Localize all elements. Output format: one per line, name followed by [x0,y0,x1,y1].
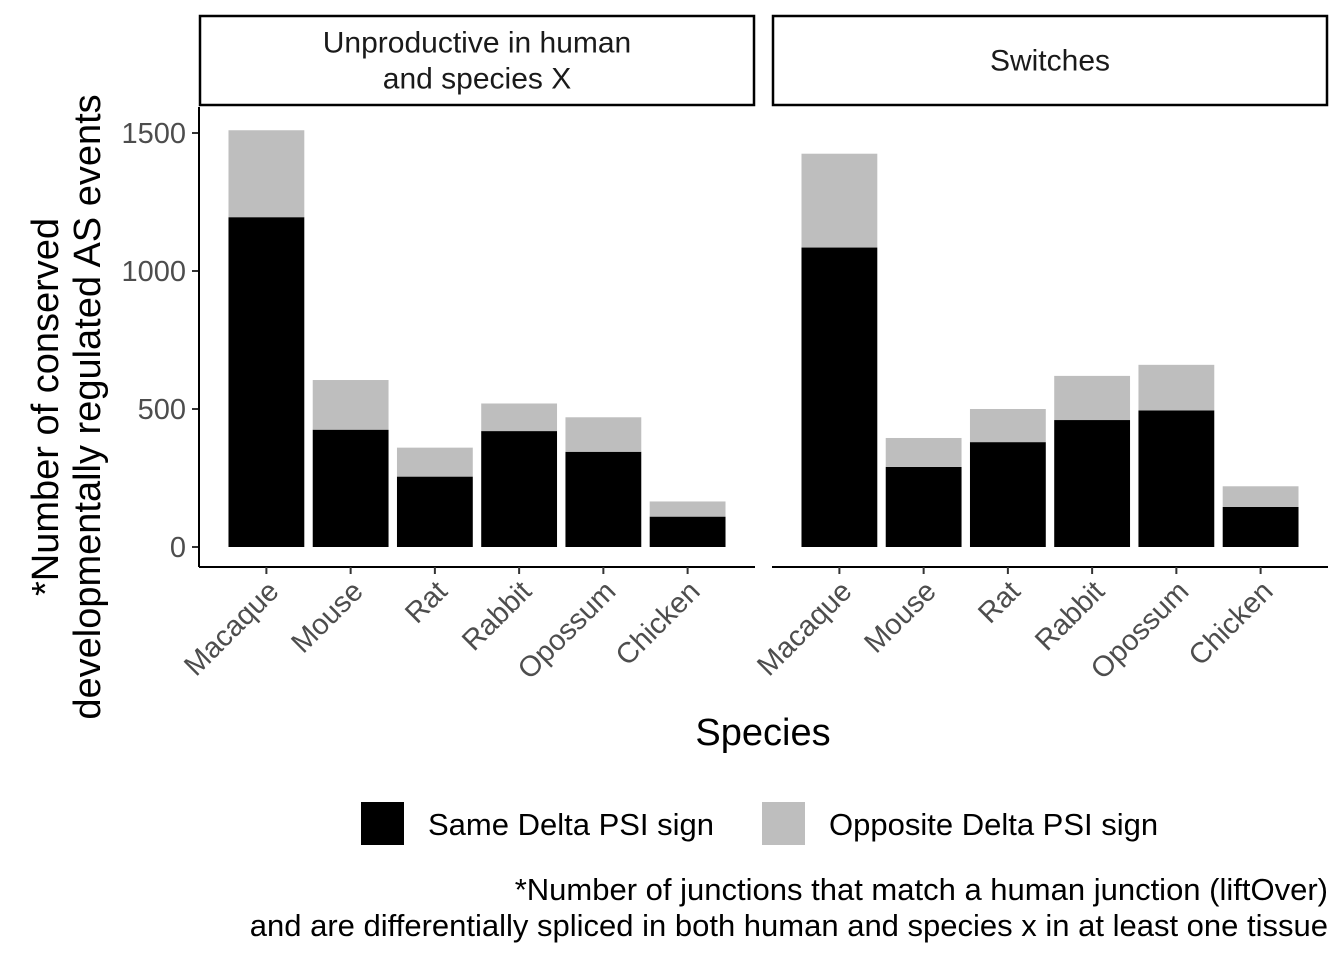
footnote-line-2: and are differentially spliced in both h… [249,908,1328,943]
y-tick-label: 1500 [121,118,186,150]
y-tick-label: 1000 [121,256,186,288]
bar-segment-same-sign [565,451,642,547]
footnote-caption: *Number of junctions that match a human … [250,872,1328,944]
bar-segment-same-sign [969,442,1046,547]
x-tick-label: Chicken [610,575,707,672]
bar-segment-same-sign [1222,506,1299,547]
bar-segment-same-sign [885,466,962,547]
x-tick-label: Rat [399,575,454,630]
bar-segment-same-sign [801,247,878,548]
bar-segment-opposite-sign [801,153,878,248]
bar-segment-same-sign [1138,410,1215,547]
x-tick-label: Rat [972,575,1027,630]
bar-segment-opposite-sign [396,447,473,477]
facet-strip-label: and species X [383,63,571,96]
bar-segment-opposite-sign [1222,486,1299,507]
x-tick-label: Mouse [285,575,369,659]
bar-segment-same-sign [228,217,305,547]
bar-segment-same-sign [396,476,473,547]
bar-segment-same-sign [312,429,389,547]
x-tick-label: Rabbit [456,575,538,657]
bar-segment-opposite-sign [228,130,305,218]
x-tick-label: Chicken [1183,575,1280,672]
y-axis-title: *Number of conserveddevelopmentally regu… [25,94,109,719]
footnote-line-1: *Number of junctions that match a human … [514,872,1328,907]
facet-strip-label: Unproductive in human [323,27,632,60]
x-axis-title: Species [695,712,830,754]
x-tick-label: Macaque [751,575,858,682]
legend-key [762,802,805,845]
facet-strip [771,14,1329,107]
y-axis-title-line: developmentally regulated AS events [67,94,109,719]
bar-segment-opposite-sign [481,403,558,432]
bar-segment-opposite-sign [565,417,642,452]
facet-strip [198,14,756,107]
bar-segment-same-sign [481,431,558,547]
bar-segment-opposite-sign [969,409,1046,443]
x-tick-label: Rabbit [1029,575,1111,657]
bar-segment-opposite-sign [1138,364,1215,411]
y-axis-title-line: *Number of conserved [25,218,67,596]
x-tick-label: Mouse [858,575,942,659]
bar-segment-opposite-sign [1054,375,1131,421]
y-tick-label: 500 [138,394,186,426]
bar-segment-same-sign [649,516,726,547]
bar-segment-same-sign [1054,420,1131,547]
legend-label: Same Delta PSI sign [428,807,714,842]
legend: Same Delta PSI sign Opposite Delta PSI si… [361,802,1158,845]
y-tick-label: 0 [170,532,186,564]
legend-key [361,802,404,845]
bar-segment-opposite-sign [312,380,389,430]
x-tick-label: Macaque [178,575,285,682]
bar-segment-opposite-sign [885,437,962,467]
bar-segment-opposite-sign [649,501,726,517]
facet-strip-label: Switches [990,45,1110,78]
legend-label: Opposite Delta PSI sign [829,807,1158,842]
